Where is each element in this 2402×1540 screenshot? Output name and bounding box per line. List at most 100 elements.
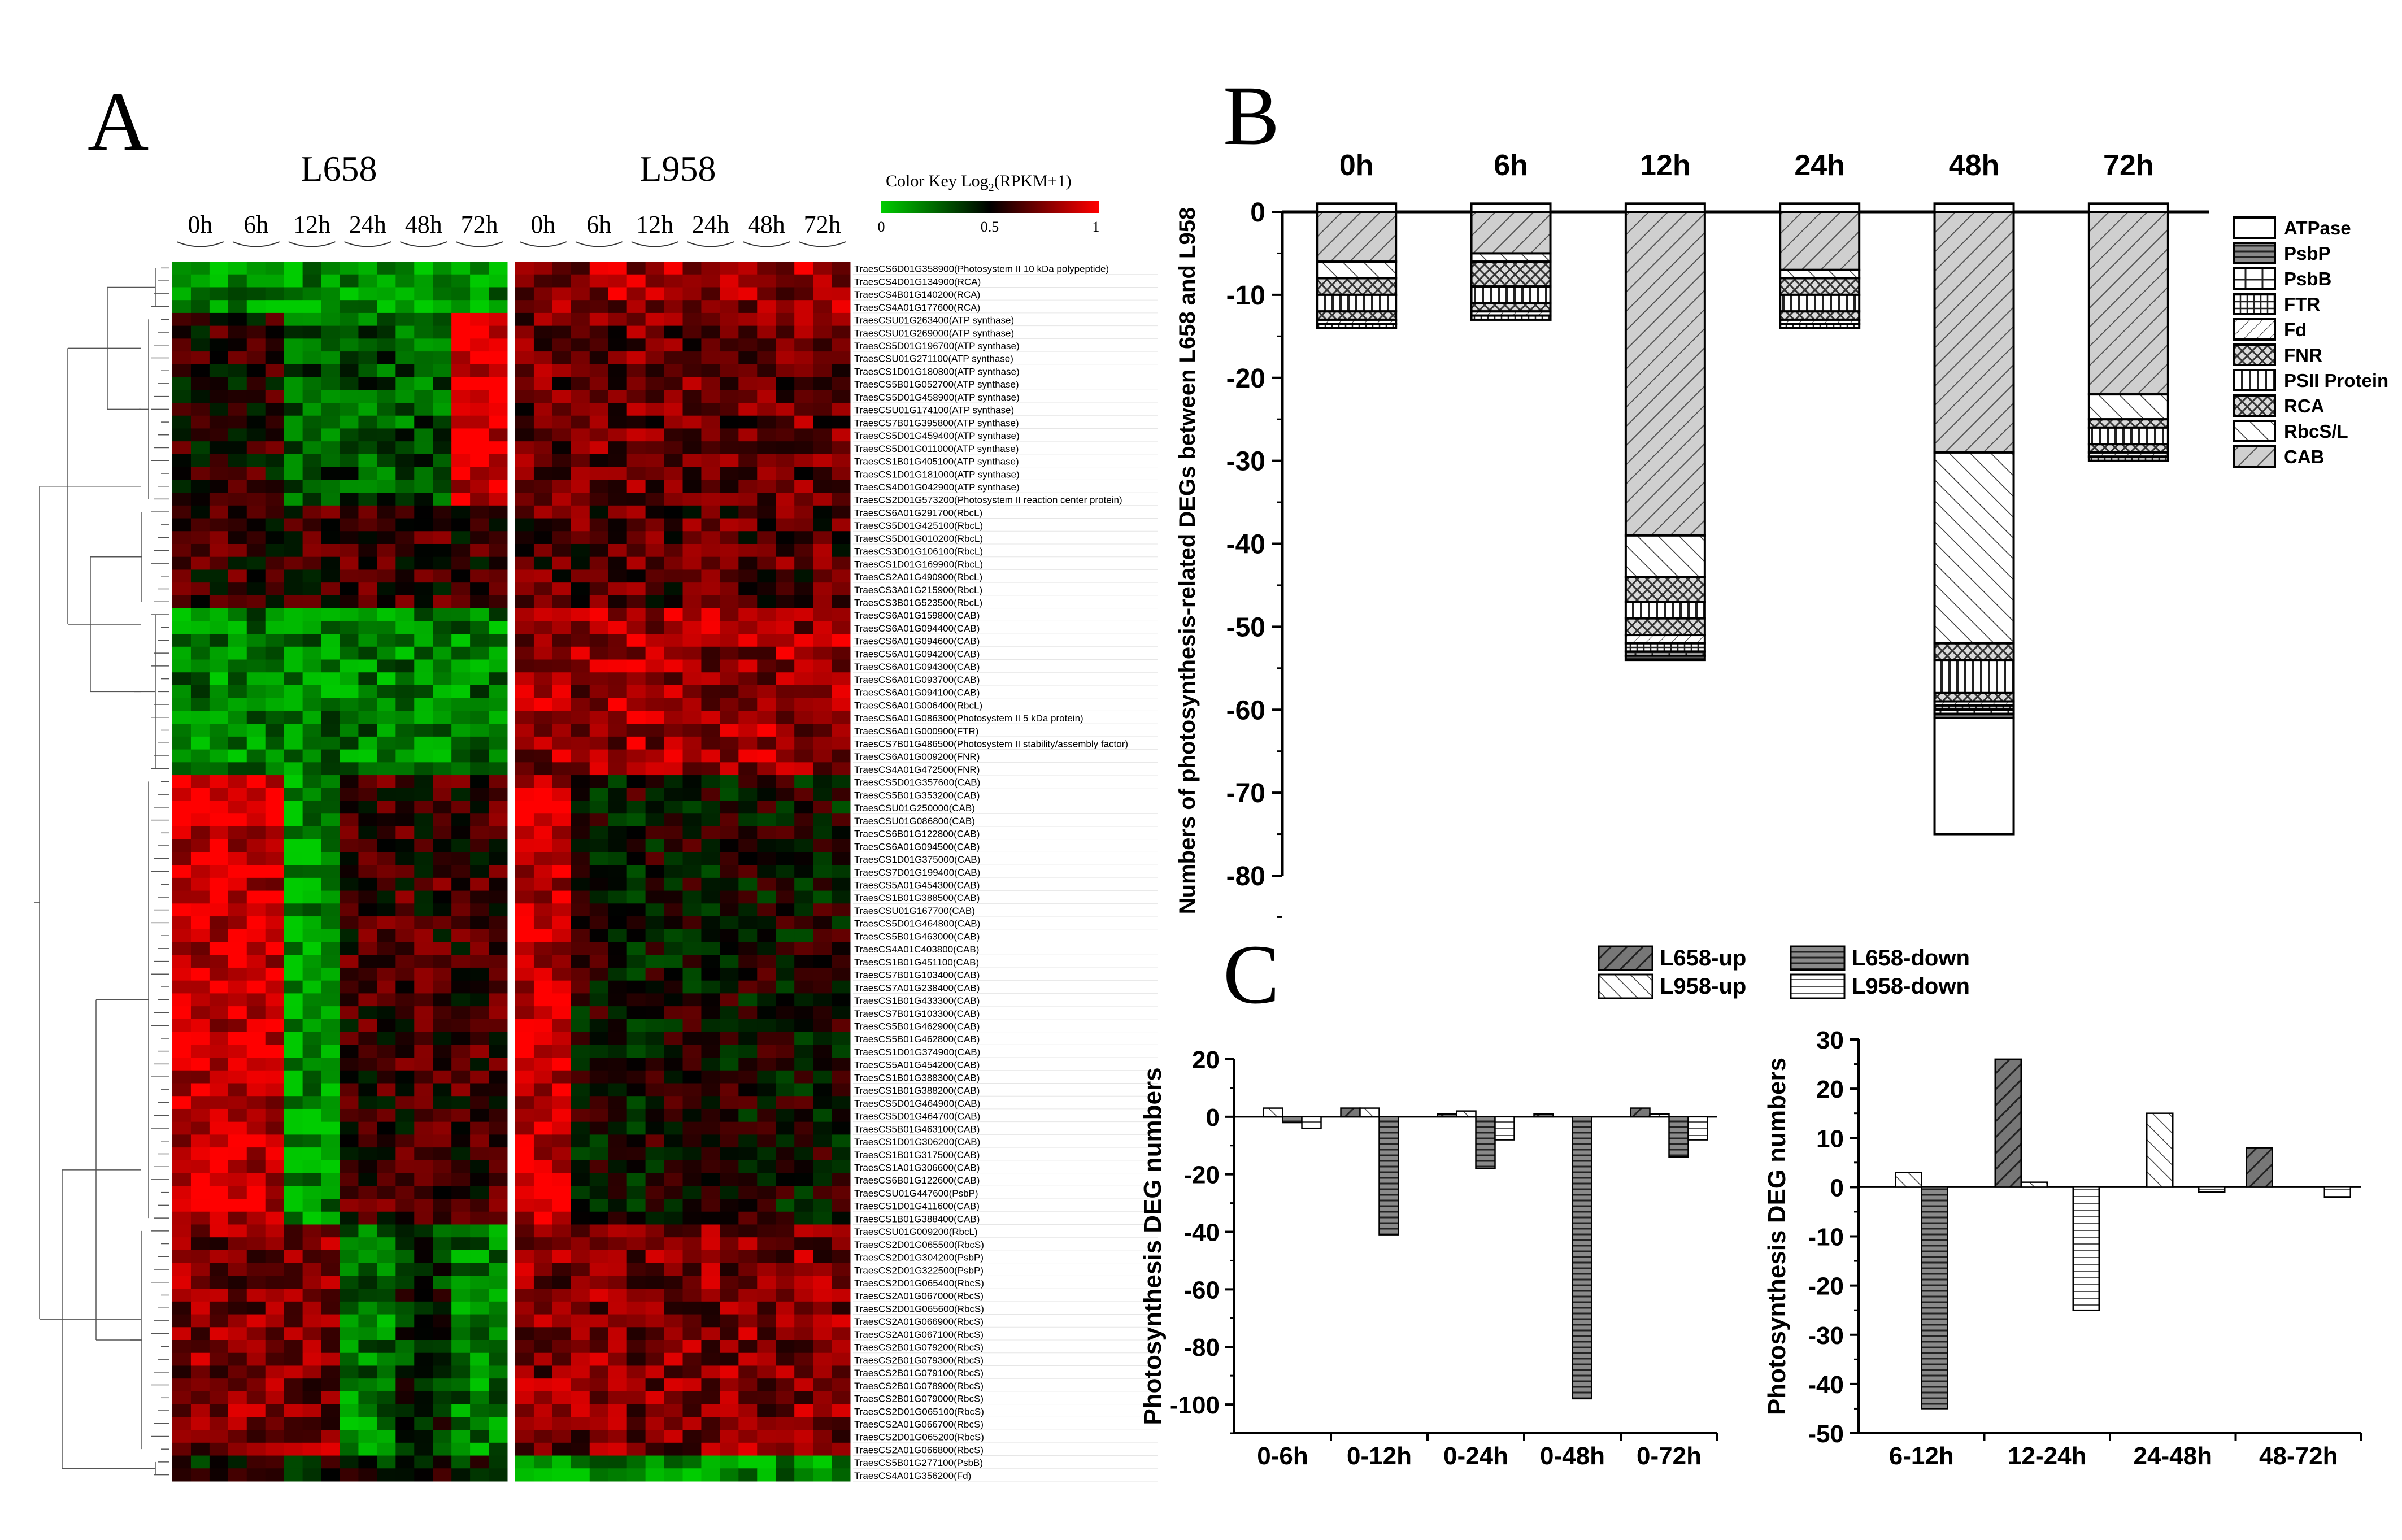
heatmap-cell (414, 467, 433, 480)
heatmap-gene-label: TraesCS2A01G490900(RbcL) (854, 572, 982, 582)
heatmap-cell (172, 890, 192, 904)
heatmap-cell (190, 441, 210, 455)
heatmap-cell (377, 724, 396, 737)
heatmap-cell (172, 801, 192, 814)
heatmap-cell (682, 1083, 702, 1097)
heatmap-cell (701, 402, 720, 416)
heatmap-cell (589, 1365, 609, 1379)
heatmap-cell (209, 1340, 229, 1354)
heatmap-cell (813, 877, 832, 891)
heatmap-cell (794, 916, 813, 930)
heatmap-cell (571, 1391, 590, 1405)
heatmap-cell (451, 1468, 471, 1482)
heatmap-cell (832, 1173, 851, 1186)
heatmap-cell (414, 1211, 433, 1225)
heatmap-cell (228, 1340, 247, 1354)
heatmap-cell (552, 1224, 572, 1238)
heatmap-cell (664, 454, 683, 468)
heatmap-cell (321, 1173, 340, 1186)
heatmap-cell (190, 287, 210, 301)
heatmap-cell (265, 1442, 285, 1456)
heatmap-cell (172, 480, 192, 493)
heatmap-gene-label: TraesCS5D01G464700(CAB) (854, 1111, 980, 1122)
heatmap-cell (358, 890, 377, 904)
heatmap-cell (284, 531, 303, 545)
heatmap-cell (608, 634, 628, 647)
heatmap-cell (228, 980, 247, 994)
heatmap-cell (682, 903, 702, 917)
heatmap-cell (395, 1301, 415, 1315)
heatmap-cell (515, 1263, 534, 1276)
heatmap-cell (813, 595, 832, 609)
heatmap-cell (794, 1314, 813, 1328)
heatmap-cell (626, 1289, 646, 1302)
heatmap-cell (265, 1186, 285, 1199)
heatmap-cell (470, 711, 489, 724)
heatmap-group-label-l658: L658 (301, 149, 377, 189)
heatmap-cell (738, 1391, 758, 1405)
heatmap-cell (358, 1314, 377, 1328)
heatmap-cell (757, 1314, 776, 1328)
heatmap-cell (358, 788, 377, 802)
heatmap-cell (738, 890, 758, 904)
heatmap-cell (433, 493, 452, 506)
heatmap-cell (451, 621, 471, 634)
heatmap-time-label: 24h (692, 211, 729, 238)
heatmap-cell (701, 813, 720, 827)
heatmap-cell (340, 711, 359, 724)
heatmap-cell (682, 493, 702, 506)
heatmap-cell (284, 351, 303, 365)
heatmap-cell (209, 518, 229, 532)
heatmap-cell (228, 826, 247, 840)
heatmap-cell (395, 1417, 415, 1430)
heatmap-cell (552, 1250, 572, 1264)
heatmap-cell (589, 569, 609, 583)
heatmap-cell (757, 1276, 776, 1289)
heatmap-cell (794, 480, 813, 493)
heatmap-cell (515, 762, 534, 776)
heatmap-cell (433, 621, 452, 634)
heatmap-cell (190, 531, 210, 545)
heatmap-cell (489, 608, 508, 621)
heatmap-cell (589, 1417, 609, 1430)
heatmap-cell (340, 556, 359, 570)
heatmap-cell (701, 659, 720, 673)
heatmap-cell (626, 1083, 646, 1097)
heatmap-cell (832, 300, 851, 314)
heatmap-cell (664, 390, 683, 403)
heatmap-cell (246, 1263, 266, 1276)
heatmap-cell (395, 852, 415, 865)
heatmap-cell (515, 1224, 534, 1238)
chart-c-legend-swatch (1790, 973, 1846, 999)
heatmap-cell (377, 402, 396, 416)
heatmap-cell (451, 1199, 471, 1212)
heatmap-cell (377, 1173, 396, 1186)
heatmap-gene-label: TraesCS2B01G079100(RbcS) (854, 1368, 984, 1378)
heatmap-gene-label: TraesCSU01G250000(CAB) (854, 803, 975, 813)
heatmap-cell (284, 595, 303, 609)
heatmap-cell (377, 865, 396, 878)
heatmap-cell (533, 775, 553, 789)
chart-c-tick-label: -60 (1183, 1276, 1220, 1304)
heatmap-cell (284, 454, 303, 468)
heatmap-cell (645, 1327, 665, 1341)
heatmap-cell (302, 325, 322, 339)
heatmap-cell (794, 646, 813, 660)
heatmap-cell (682, 1327, 702, 1341)
heatmap-cell (433, 1237, 452, 1251)
heatmap-cell (302, 1391, 322, 1405)
heatmap-cell (794, 569, 813, 583)
heatmap-cell (358, 749, 377, 763)
heatmap-cell (701, 775, 720, 789)
heatmap-cell (776, 480, 795, 493)
heatmap-cell (209, 390, 229, 403)
heatmap-cell (776, 916, 795, 930)
heatmap-cell (470, 942, 489, 955)
heatmap-cell (340, 1352, 359, 1366)
heatmap-cell (794, 1276, 813, 1289)
heatmap-cell (172, 1391, 192, 1405)
heatmap-cell (626, 1186, 646, 1199)
heatmap-cell (533, 351, 553, 365)
heatmap-cell (682, 505, 702, 519)
heatmap-cell (433, 672, 452, 686)
